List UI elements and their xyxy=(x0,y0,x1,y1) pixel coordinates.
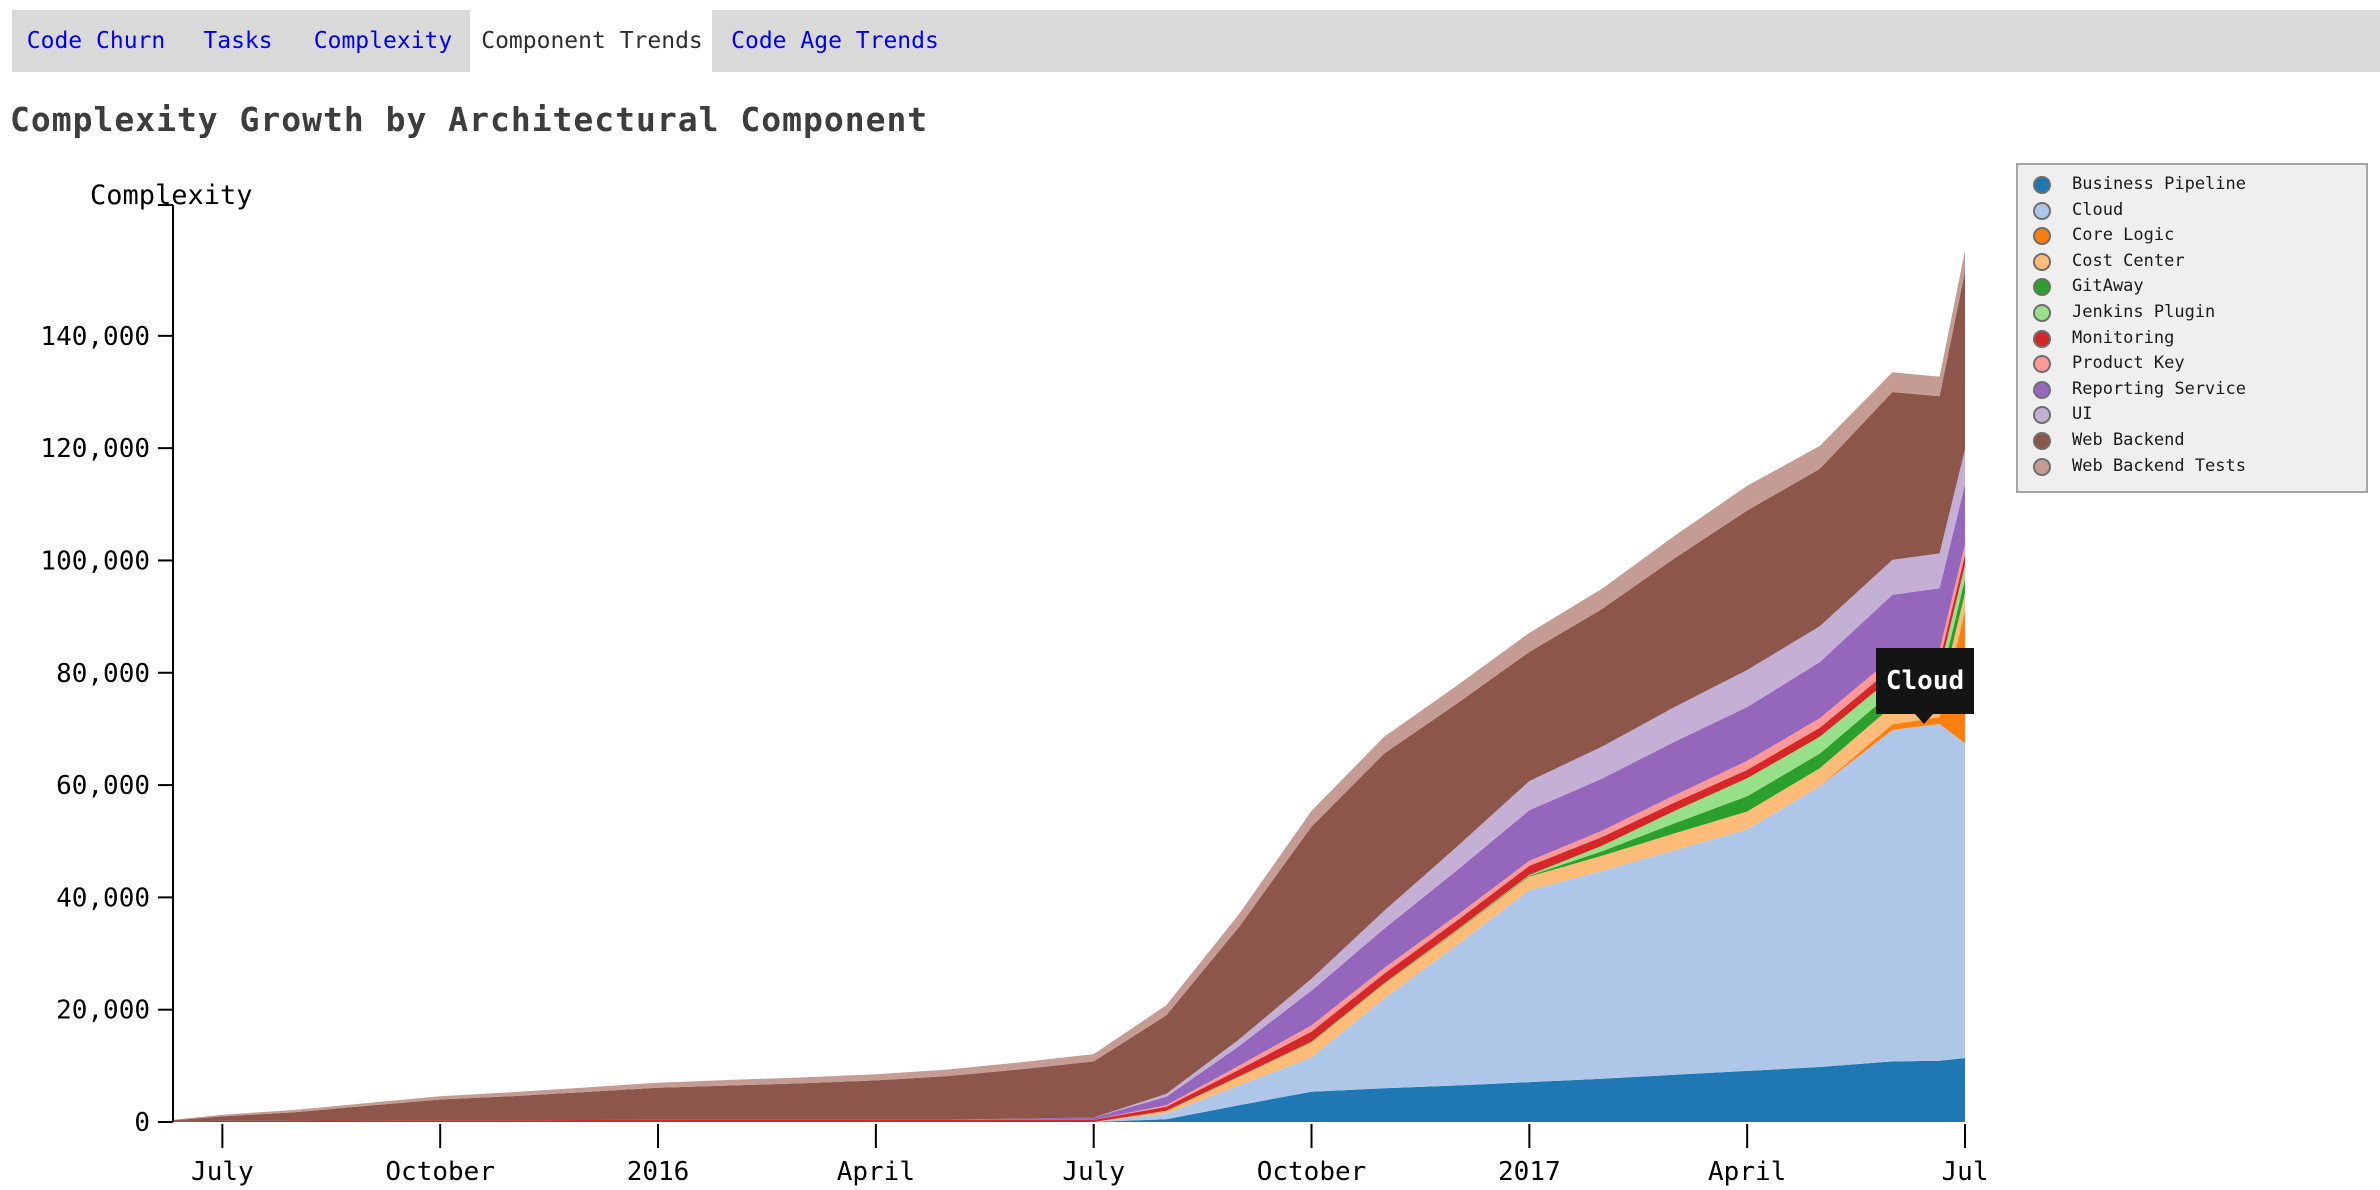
y-tick-label: 60,000 xyxy=(56,771,150,801)
legend-swatch-jenkins-plugin-icon xyxy=(2033,304,2051,322)
y-tick-label: 100,000 xyxy=(40,546,150,576)
y-tick-label: 20,000 xyxy=(56,996,150,1026)
legend-item-product-key[interactable]: Product Key xyxy=(2018,352,2366,378)
area-web-backend[interactable] xyxy=(173,271,1965,1122)
x-tick-label: Jul xyxy=(1942,1157,1989,1187)
legend-label: UI xyxy=(2072,404,2093,425)
tab-complexity[interactable]: Complexity xyxy=(313,28,453,54)
tab-tasks[interactable]: Tasks xyxy=(203,28,273,54)
legend-label: GitAway xyxy=(2072,276,2144,297)
tab-code-age-trends[interactable]: Code Age Trends xyxy=(731,28,939,54)
legend-label: Jenkins Plugin xyxy=(2072,302,2216,322)
legend-swatch-cloud-icon xyxy=(2033,201,2051,220)
legend-item-reporting-service[interactable]: Reporting Service xyxy=(2018,378,2366,404)
hover-tooltip: Cloud xyxy=(1876,648,1974,714)
legend-item-ui[interactable]: UI xyxy=(2018,403,2366,429)
x-tick-label: July xyxy=(1062,1157,1125,1187)
legend-item-jenkins-plugin[interactable]: Jenkins Plugin xyxy=(2018,301,2366,327)
legend-label: Web Backend Tests xyxy=(2072,455,2246,476)
tab-code-churn[interactable]: Code Churn xyxy=(26,28,166,54)
area-reporting-service[interactable] xyxy=(173,484,1965,1122)
legend-label: Web Backend xyxy=(2072,430,2185,450)
x-tick-label: 2017 xyxy=(1498,1157,1561,1187)
tab-bar-left-block xyxy=(12,10,470,72)
legend-label: Monitoring xyxy=(2072,327,2175,348)
area-product-key[interactable] xyxy=(173,544,1965,1122)
y-tick-label: 140,000 xyxy=(40,322,150,352)
x-tick-label: October xyxy=(385,1157,495,1187)
legend-label: Business Pipeline xyxy=(2072,174,2246,194)
legend-label: Cost Center xyxy=(2072,250,2185,271)
legend-label: Reporting Service xyxy=(2072,378,2246,399)
legend-swatch-product-key-icon xyxy=(2033,355,2051,374)
legend-item-core-logic[interactable]: Core Logic xyxy=(2018,224,2366,250)
tooltip-arrow-icon xyxy=(1915,714,1933,724)
x-tick-label: April xyxy=(1708,1157,1786,1187)
legend-item-gitaway[interactable]: GitAway xyxy=(2018,275,2366,301)
legend-item-business-pipeline[interactable]: Business Pipeline xyxy=(2018,173,2366,199)
legend-swatch-gitaway-icon xyxy=(2033,278,2051,297)
legend-swatch-reporting-service-icon xyxy=(2033,380,2051,399)
page-title: Complexity Growth by Architectural Compo… xyxy=(10,100,929,139)
tab-bar-right-block xyxy=(712,10,2380,72)
legend-swatch-web-backend-tests-icon xyxy=(2033,457,2051,476)
legend-swatch-business-pipeline-icon xyxy=(2033,176,2051,194)
y-tick-label: 40,000 xyxy=(56,883,150,913)
legend-item-web-backend[interactable]: Web Backend xyxy=(2018,429,2366,455)
legend-swatch-cost-center-icon xyxy=(2033,252,2051,271)
y-tick-label: 120,000 xyxy=(40,434,150,464)
area-gitaway[interactable] xyxy=(173,579,1965,1122)
area-cost-center[interactable] xyxy=(173,593,1965,1122)
x-tick-label: April xyxy=(837,1157,915,1187)
legend-label: Cloud xyxy=(2072,199,2124,220)
legend-swatch-monitoring-icon xyxy=(2033,329,2051,348)
legend-label: Core Logic xyxy=(2072,225,2175,246)
y-tick-label: 0 xyxy=(134,1108,150,1138)
chart-legend: Business Pipeline Cloud Core Logic Cost Cen… xyxy=(2016,163,2368,493)
legend-item-web-backend-tests[interactable]: Web Backend Tests xyxy=(2018,455,2366,481)
legend-item-cloud[interactable]: Cloud xyxy=(2018,199,2366,225)
legend-item-cost-center[interactable]: Cost Center xyxy=(2018,250,2366,276)
x-tick-label: July xyxy=(191,1157,254,1187)
legend-swatch-ui-icon xyxy=(2033,406,2051,425)
legend-label: Product Key xyxy=(2072,353,2185,374)
x-tick-label: 2016 xyxy=(627,1157,690,1187)
tab-component-trends[interactable]: Component Trends xyxy=(481,28,703,54)
legend-item-monitoring[interactable]: Monitoring xyxy=(2018,327,2366,353)
area-cloud[interactable] xyxy=(173,723,1965,1122)
y-tick-label: 80,000 xyxy=(56,659,150,689)
x-tick-label: October xyxy=(1257,1157,1367,1187)
legend-swatch-web-backend-icon xyxy=(2033,432,2051,450)
legend-swatch-core-logic-icon xyxy=(2033,227,2051,246)
area-monitoring[interactable] xyxy=(173,554,1965,1122)
area-business-pipeline[interactable] xyxy=(173,1058,1965,1122)
